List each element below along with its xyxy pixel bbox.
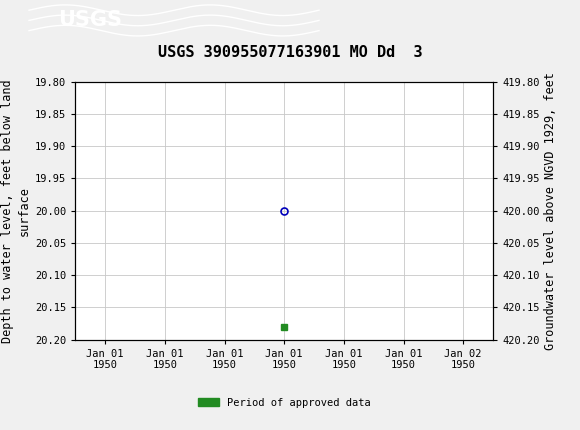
Text: USGS 390955077163901 MO Dd  3: USGS 390955077163901 MO Dd 3: [158, 45, 422, 60]
Y-axis label: Depth to water level, feet below land
surface: Depth to water level, feet below land su…: [1, 79, 31, 343]
Y-axis label: Groundwater level above NGVD 1929, feet: Groundwater level above NGVD 1929, feet: [543, 72, 557, 350]
Legend: Period of approved data: Period of approved data: [194, 393, 375, 412]
Text: USGS: USGS: [58, 10, 122, 31]
